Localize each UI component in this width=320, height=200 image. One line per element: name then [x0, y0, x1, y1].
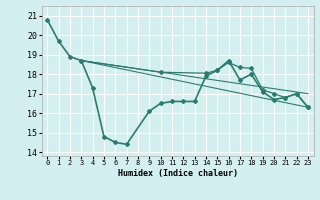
X-axis label: Humidex (Indice chaleur): Humidex (Indice chaleur) — [118, 169, 237, 178]
